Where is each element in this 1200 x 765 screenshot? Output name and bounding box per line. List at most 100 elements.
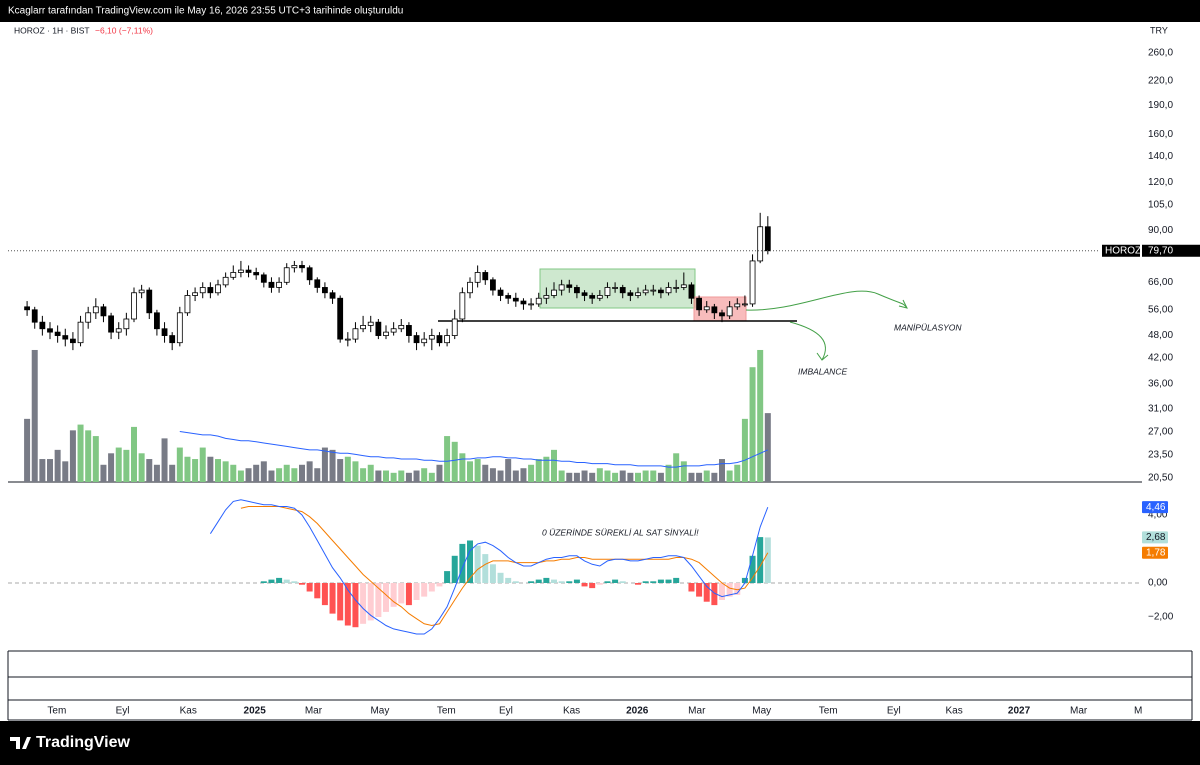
- volume-bar: [520, 468, 527, 482]
- histogram-bar: [482, 554, 489, 584]
- y-tick-label: 56,00: [1148, 304, 1173, 315]
- volume-bar: [184, 456, 191, 482]
- volume-bar: [383, 470, 389, 482]
- candle-body: [184, 295, 191, 314]
- candle-body: [115, 328, 122, 333]
- histogram-bar: [489, 564, 496, 584]
- x-tick-label: Mar: [688, 706, 706, 717]
- candle-body: [360, 325, 366, 330]
- volume-bar: [528, 464, 535, 482]
- x-tick-label: Eyl: [116, 706, 130, 717]
- volume-bar: [573, 472, 580, 482]
- signal-tag: 1,78: [1146, 547, 1166, 558]
- histogram-bar: [398, 583, 405, 604]
- candle-body: [238, 269, 244, 273]
- volume-bar: [123, 449, 130, 482]
- histogram-bar: [505, 577, 512, 584]
- candle-body: [100, 306, 107, 317]
- volume-bar: [85, 430, 92, 482]
- volume-bar: [161, 438, 168, 482]
- arrow: [789, 321, 826, 361]
- volume-bar: [108, 453, 115, 482]
- volume-bar: [199, 447, 206, 482]
- candle-body: [428, 335, 435, 340]
- y-tick-label: 120,0: [1148, 177, 1173, 188]
- volume-bar: [314, 468, 321, 482]
- candle-body: [658, 289, 664, 294]
- y-tick-label: 220,0: [1148, 76, 1173, 87]
- y-tick-label: 31,00: [1148, 403, 1173, 414]
- volume-bar: [726, 470, 733, 482]
- candle-body: [329, 292, 336, 299]
- x-tick-label: Kas: [946, 706, 963, 717]
- candle-body: [619, 287, 626, 294]
- volume-ma-line: [179, 431, 769, 468]
- histogram-bar: [581, 583, 588, 587]
- volume-bar: [115, 447, 122, 482]
- y-tick-label: 20,50: [1148, 473, 1173, 484]
- candle-body: [268, 281, 275, 288]
- candle-body: [512, 297, 519, 302]
- volume-bar: [665, 464, 672, 482]
- volume-bar: [680, 461, 687, 482]
- volume-bar: [24, 418, 31, 482]
- candle-body: [459, 292, 466, 320]
- volume-bar: [131, 426, 137, 482]
- candle-body: [146, 289, 153, 314]
- x-tick-label: 2026: [626, 706, 649, 717]
- candle-body: [322, 287, 328, 294]
- histogram-bar: [344, 583, 351, 626]
- volume-bar: [47, 459, 53, 482]
- candle-body: [398, 325, 405, 330]
- volume-bar: [222, 461, 229, 482]
- symbol: HOROZ · 1H · BIST: [14, 25, 90, 35]
- candle-body: [77, 321, 84, 344]
- last-price-tag-name: HOROZ: [1105, 245, 1141, 256]
- last-price-tag: 79,70: [1148, 245, 1173, 256]
- x-tick-label: 2025: [244, 706, 267, 717]
- candle-body: [436, 335, 443, 344]
- candle-body: [581, 292, 588, 296]
- x-tick-label: M: [1134, 706, 1142, 717]
- candle-body: [337, 297, 344, 340]
- volume-bar: [321, 447, 328, 482]
- candle-body: [131, 292, 137, 320]
- volume-bar: [268, 470, 275, 482]
- candle-body: [215, 284, 221, 294]
- histogram-bar: [306, 583, 313, 592]
- macd-tag-bg: [1142, 501, 1168, 514]
- volume-bar: [360, 468, 367, 482]
- price-change: −6,10 (−7,11%): [95, 25, 153, 35]
- candle-body: [344, 338, 351, 341]
- candle-body: [680, 284, 687, 288]
- y-tick-label: 90,00: [1148, 225, 1173, 236]
- volume-bar: [764, 413, 771, 482]
- volume-bar: [375, 470, 382, 482]
- volume-bar: [703, 470, 710, 482]
- histogram-bar: [299, 583, 305, 585]
- candle-body: [92, 306, 99, 314]
- volume-bar: [436, 464, 443, 482]
- candle-body: [291, 265, 298, 269]
- candle-body: [367, 321, 374, 326]
- histogram-bar: [528, 581, 535, 584]
- candle-body: [566, 284, 573, 288]
- histogram-bar: [573, 579, 580, 584]
- histogram-bar: [764, 537, 771, 584]
- x-tick-label: Eyl: [499, 706, 513, 717]
- y-tick-label: 0,00: [1148, 578, 1168, 589]
- candle-body: [352, 328, 359, 340]
- candle-body: [406, 325, 412, 336]
- x-tick-label: Eyl: [887, 706, 901, 717]
- candle-body: [138, 289, 145, 294]
- histogram-bar: [589, 583, 596, 589]
- top-bar: [0, 0, 1200, 22]
- histogram-bar: [665, 579, 672, 584]
- volume-bar: [215, 459, 221, 482]
- histogram-bar: [566, 581, 573, 584]
- histogram-bar: [612, 579, 619, 584]
- candle-body: [726, 306, 733, 317]
- candle-body: [589, 295, 596, 299]
- volume-bar: [39, 459, 46, 482]
- histogram-bar: [383, 583, 389, 612]
